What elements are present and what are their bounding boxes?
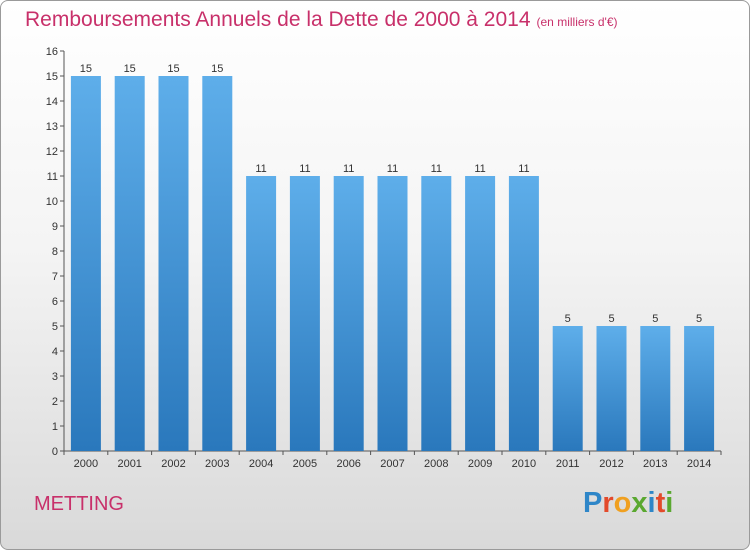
x-tick-label: 2011 (556, 458, 580, 470)
y-tick-label: 2 (52, 396, 58, 408)
y-tick-label: 10 (46, 196, 58, 208)
bar-value-label: 11 (387, 163, 398, 175)
y-tick-label: 12 (46, 146, 58, 158)
bar (596, 326, 627, 451)
logo-letter: x (631, 487, 648, 519)
bar (465, 176, 496, 451)
bar-value-label: 5 (696, 313, 702, 325)
bar-value-label: 11 (343, 163, 354, 175)
bar-value-label: 5 (608, 313, 614, 325)
bar (508, 176, 539, 451)
y-tick-label: 0 (52, 446, 58, 458)
y-tick-label: 15 (46, 71, 58, 83)
logo-letter: t (655, 487, 666, 519)
y-tick-label: 7 (52, 271, 58, 283)
bar-value-label: 11 (518, 163, 529, 175)
logo-letter: o (613, 487, 632, 519)
y-tick-label: 14 (46, 96, 58, 108)
logo-letter: P (583, 487, 603, 519)
y-tick-label: 1 (52, 421, 58, 433)
x-tick-label: 2008 (424, 458, 448, 470)
bar-value-label: 11 (474, 163, 485, 175)
bar-value-label: 15 (167, 63, 179, 75)
y-tick-label: 4 (52, 346, 58, 358)
bar (70, 76, 101, 451)
bar (552, 326, 583, 451)
bar-value-label: 11 (431, 163, 442, 175)
title-text: Remboursements Annuels de la Dette de 20… (25, 8, 531, 31)
y-tick-label: 5 (52, 321, 58, 333)
y-tick-label: 9 (52, 221, 58, 233)
bar (333, 176, 364, 451)
bar (158, 76, 189, 451)
bar-value-label: 11 (299, 163, 310, 175)
proxiti-logo[interactable]: Proxiti (583, 487, 673, 520)
x-tick-label: 2000 (74, 458, 98, 470)
chart-bars: 15 15 15 15 11 11 11 11 11 11 11 5 5 5 5 (70, 63, 715, 451)
x-tick-label: 2004 (249, 458, 273, 470)
y-tick-label: 11 (47, 171, 58, 183)
y-tick-label: 3 (52, 371, 58, 383)
logo-letter: i (665, 487, 674, 519)
y-tick-label: 6 (52, 296, 58, 308)
x-tick-label: 2002 (161, 458, 185, 470)
logo-letter: r (602, 487, 614, 519)
bar-value-label: 15 (80, 63, 92, 75)
x-tick-label: 2009 (468, 458, 492, 470)
bar-value-label: 11 (255, 163, 266, 175)
x-tick-label: 2003 (205, 458, 229, 470)
bar-value-label: 15 (124, 63, 136, 75)
y-tick-label: 8 (52, 246, 58, 258)
y-tick-label: 13 (46, 121, 58, 133)
bar (684, 326, 715, 451)
bar (640, 326, 671, 451)
logo-letter: i (647, 487, 656, 519)
bar (202, 76, 233, 451)
x-tick-label: 2013 (643, 458, 667, 470)
x-tick-label: 2007 (380, 458, 404, 470)
x-tick-label: 2001 (117, 458, 141, 470)
bar (377, 176, 408, 451)
chart-subtitle: (en milliers d'€) (536, 15, 618, 29)
y-tick-label: 16 (46, 46, 58, 58)
bar (289, 176, 320, 451)
x-tick-label: 2012 (599, 458, 623, 470)
bar-value-label: 15 (211, 63, 223, 75)
x-tick-label: 2005 (293, 458, 317, 470)
x-tick-label: 2010 (512, 458, 536, 470)
chart-title: Remboursements Annuels de la Dette de 20… (25, 8, 618, 32)
x-tick-label: 2014 (687, 458, 711, 470)
x-tick-label: 2006 (336, 458, 360, 470)
bar (421, 176, 452, 451)
bar-value-label: 5 (652, 313, 658, 325)
bar (246, 176, 277, 451)
bar-value-label: 5 (565, 313, 571, 325)
bar (114, 76, 145, 451)
commune-name: METTING (34, 493, 124, 515)
